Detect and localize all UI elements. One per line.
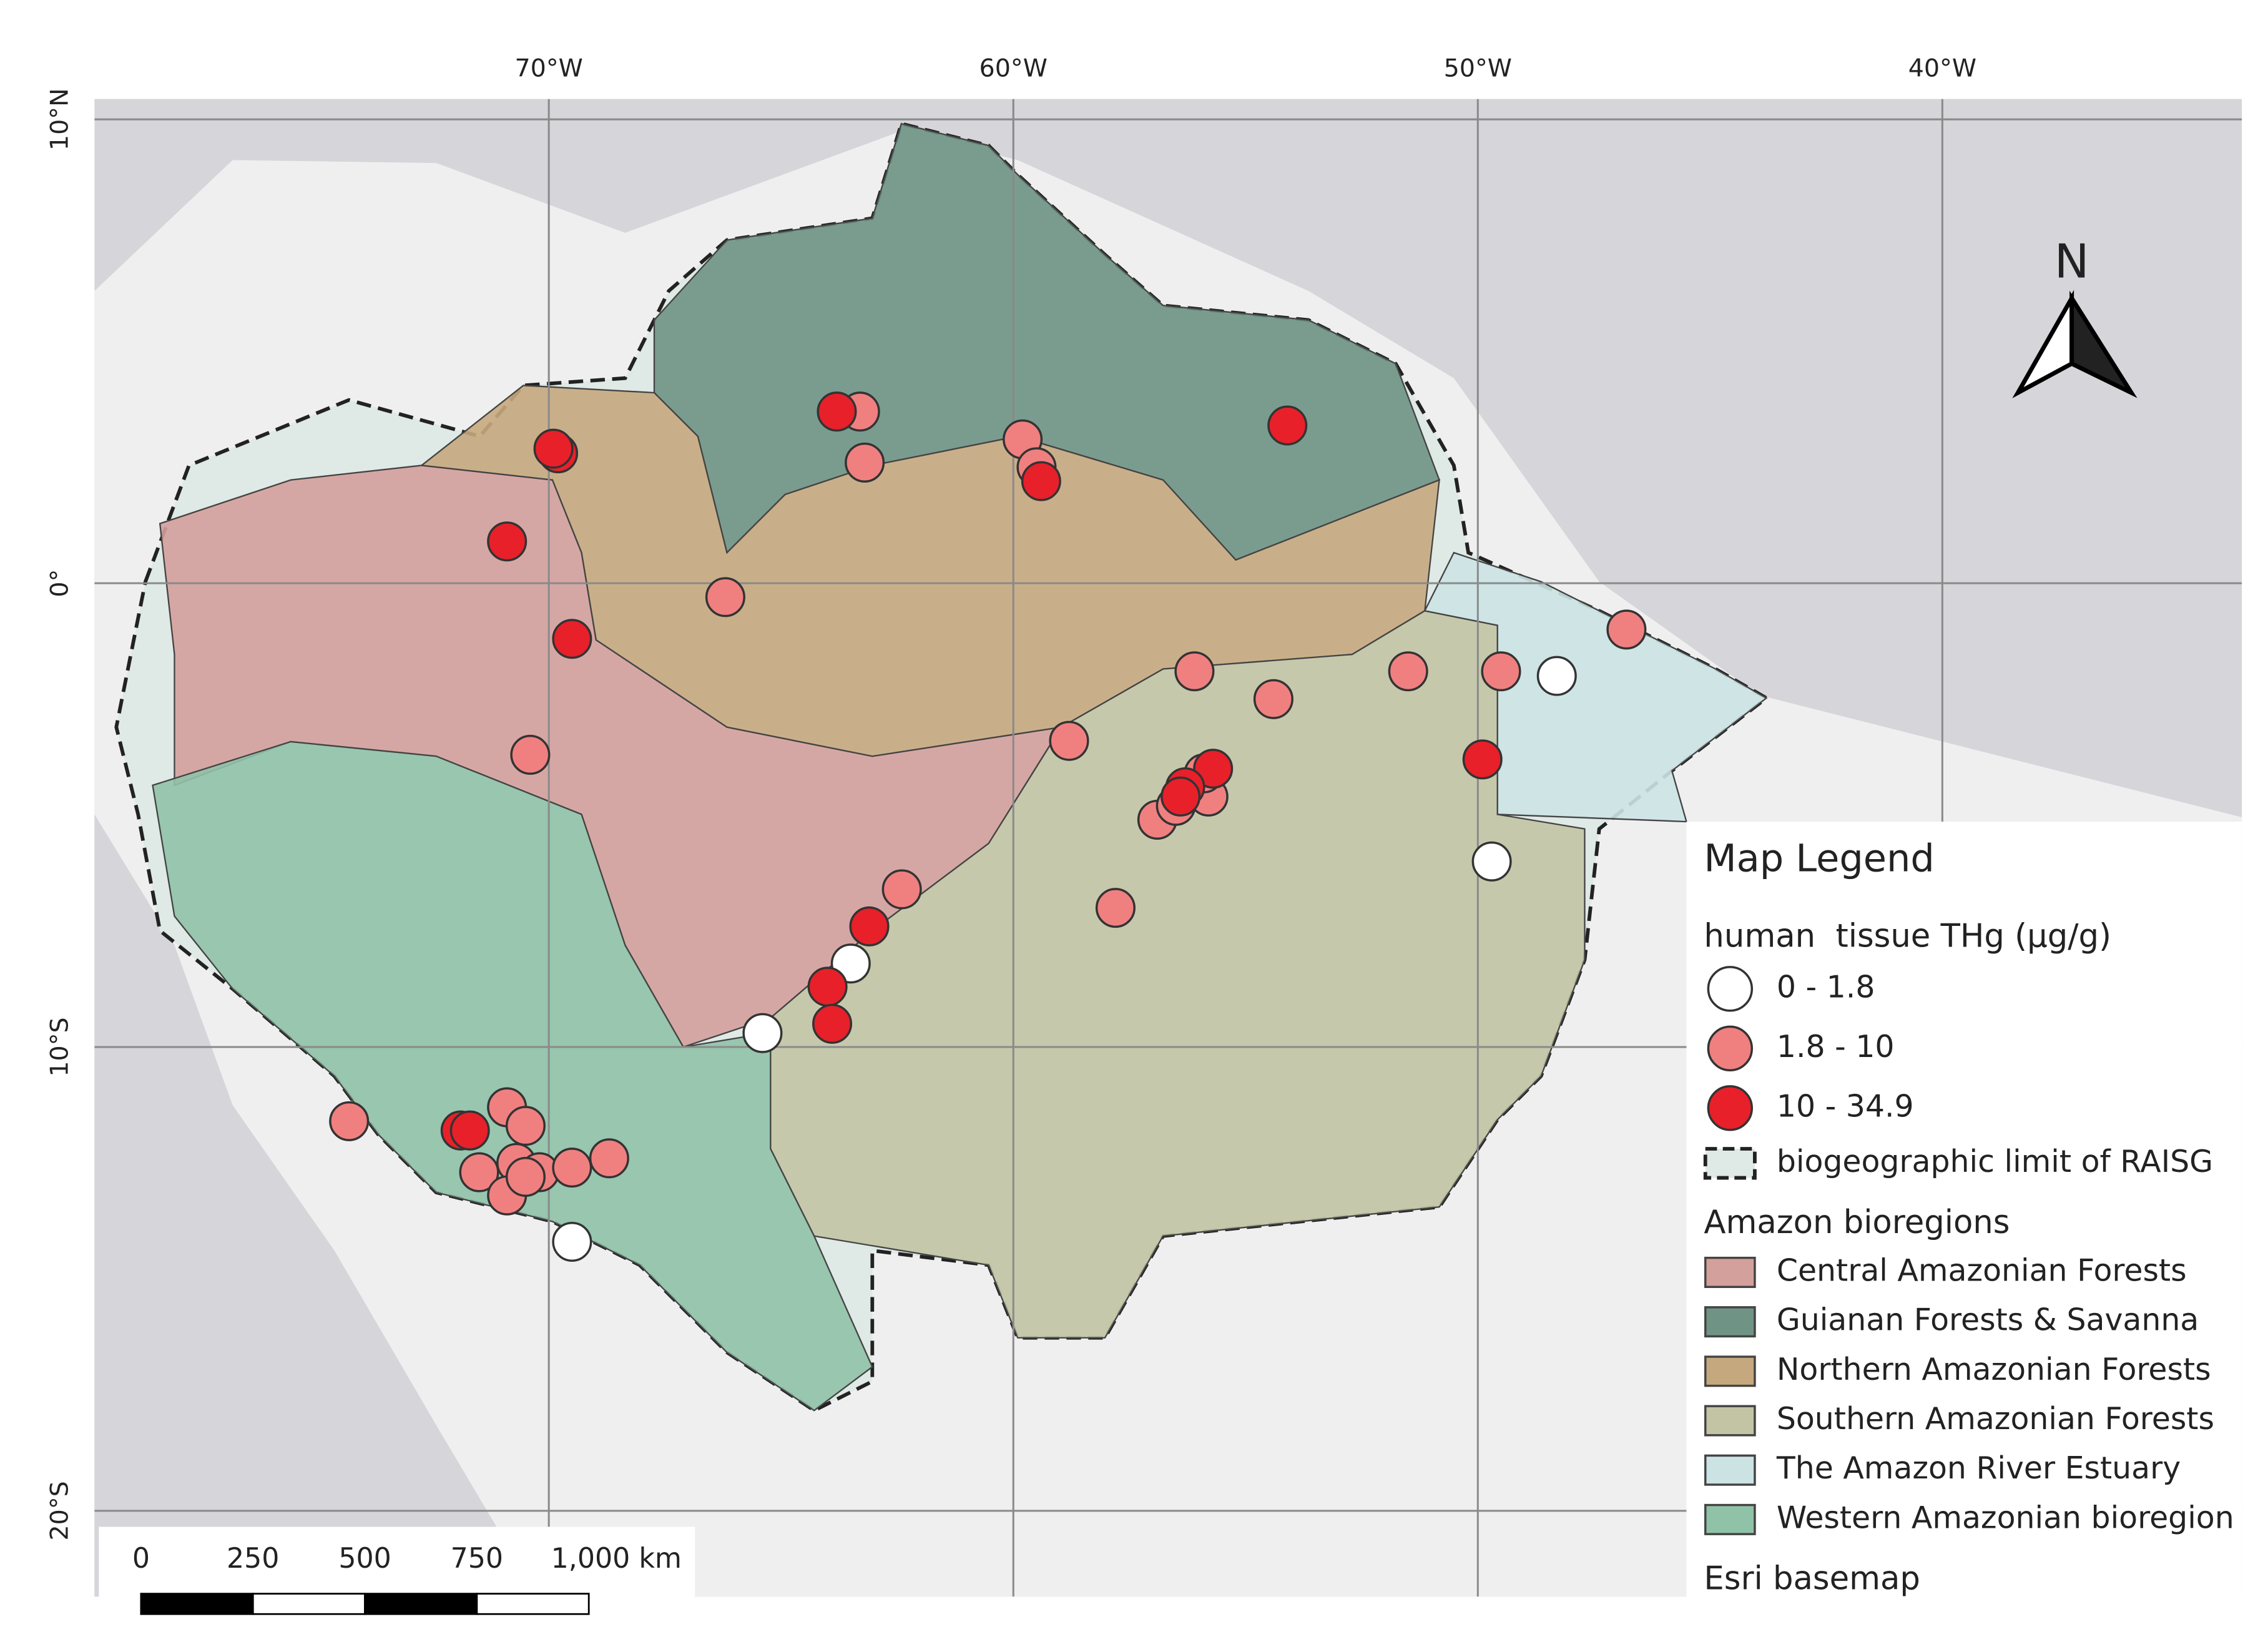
site xyxy=(1161,776,1201,817)
north-arrow-right xyxy=(2069,290,2138,398)
site xyxy=(1193,749,1234,789)
site xyxy=(1174,651,1215,692)
basemap-label: Esri basemap xyxy=(1704,1560,1920,1598)
longitude-label: 50°W xyxy=(1444,54,1512,83)
site xyxy=(552,1221,592,1262)
site xyxy=(459,1152,499,1192)
bioregion xyxy=(152,740,873,1412)
legend-title: Map Legend xyxy=(1704,837,1934,880)
bioregion-label: Northern Amazonian Forests xyxy=(1777,1352,2211,1387)
latitude-label: 10°N xyxy=(45,88,74,150)
pacific-ocean xyxy=(94,814,538,1597)
site xyxy=(505,1106,546,1146)
bioregion-swatch xyxy=(1704,1503,1756,1535)
bioregion-label: Southern Amazonian Forests xyxy=(1777,1401,2214,1437)
site xyxy=(552,619,592,659)
site xyxy=(742,1013,783,1053)
site xyxy=(1481,651,1521,692)
site xyxy=(1462,739,1503,780)
site xyxy=(1253,679,1294,719)
site xyxy=(505,1156,546,1197)
raisg-swatch xyxy=(1703,1147,1757,1180)
site xyxy=(849,906,890,946)
scale-segment xyxy=(252,1593,366,1615)
scale-segment xyxy=(476,1593,590,1615)
site xyxy=(812,1003,853,1044)
scale-label: 0 xyxy=(132,1543,150,1575)
site xyxy=(1388,651,1428,692)
scale-label: 1,000 km xyxy=(551,1543,682,1575)
site xyxy=(817,391,857,432)
site xyxy=(329,1101,370,1141)
raisg-label: biogeographic limit of RAISG xyxy=(1777,1144,2213,1179)
site xyxy=(1536,656,1577,696)
scale-bar: 0 250 500 750 1,000 km xyxy=(132,1543,682,1615)
bioregions-title: Amazon bioregions xyxy=(1704,1204,2010,1241)
latitude-label: 20°S xyxy=(45,1481,74,1540)
site xyxy=(807,966,848,1007)
longitude-label: 40°W xyxy=(1908,54,1976,83)
bioregion-label: Western Amazonian bioregion xyxy=(1777,1500,2234,1535)
longitude-label: 60°W xyxy=(979,54,1048,83)
site xyxy=(449,1110,490,1151)
bioregion-swatch xyxy=(1704,1405,1756,1437)
bioregion-swatch xyxy=(1704,1306,1756,1338)
site xyxy=(845,442,885,483)
site xyxy=(589,1138,629,1179)
legend-box xyxy=(1686,822,2242,1607)
scale-label: 500 xyxy=(338,1543,391,1575)
thg-label: 1.8 - 10 xyxy=(1777,1029,1895,1064)
bioregion-label: Guianan Forests & Savanna xyxy=(1777,1302,2199,1338)
site xyxy=(533,428,574,469)
scale-label: 750 xyxy=(451,1543,503,1575)
sites xyxy=(329,391,1647,1262)
bioregion-swatch xyxy=(1704,1454,1756,1486)
site xyxy=(881,869,922,910)
longitude-label: 70°W xyxy=(514,54,582,83)
site xyxy=(1049,720,1089,761)
latitude-label: 0° xyxy=(45,569,74,597)
thg-swatch xyxy=(1707,1085,1754,1131)
site xyxy=(705,577,745,617)
scale-label: 250 xyxy=(227,1543,279,1575)
legend: Map Legend human tissue THg (µg/g) bioge… xyxy=(1703,837,2234,1598)
thg-swatch xyxy=(1707,1025,1754,1071)
site xyxy=(552,1148,592,1188)
thg-label: 0 - 1.8 xyxy=(1777,969,1875,1005)
site xyxy=(1021,461,1061,501)
north-label: N xyxy=(2054,235,2089,289)
site xyxy=(487,521,528,562)
thg-swatch xyxy=(1707,966,1754,1012)
scale-segment xyxy=(140,1593,254,1615)
north-arrow: N xyxy=(2012,235,2138,398)
thg-title: human tissue THg (µg/g) xyxy=(1704,917,2111,955)
thg-label: 10 - 34.9 xyxy=(1777,1088,1914,1124)
site xyxy=(1471,841,1512,882)
site xyxy=(510,734,551,775)
bioregion-label: The Amazon River Estuary xyxy=(1776,1450,2181,1486)
site xyxy=(1095,888,1136,928)
latitude-label: 10°S xyxy=(45,1017,74,1076)
bioregion-label: Central Amazonian Forests xyxy=(1777,1252,2187,1288)
bioregion-swatch xyxy=(1704,1256,1756,1288)
site xyxy=(1267,405,1308,446)
bioregion-swatch xyxy=(1704,1355,1756,1387)
scale-segment xyxy=(364,1593,478,1615)
site xyxy=(1606,609,1647,650)
